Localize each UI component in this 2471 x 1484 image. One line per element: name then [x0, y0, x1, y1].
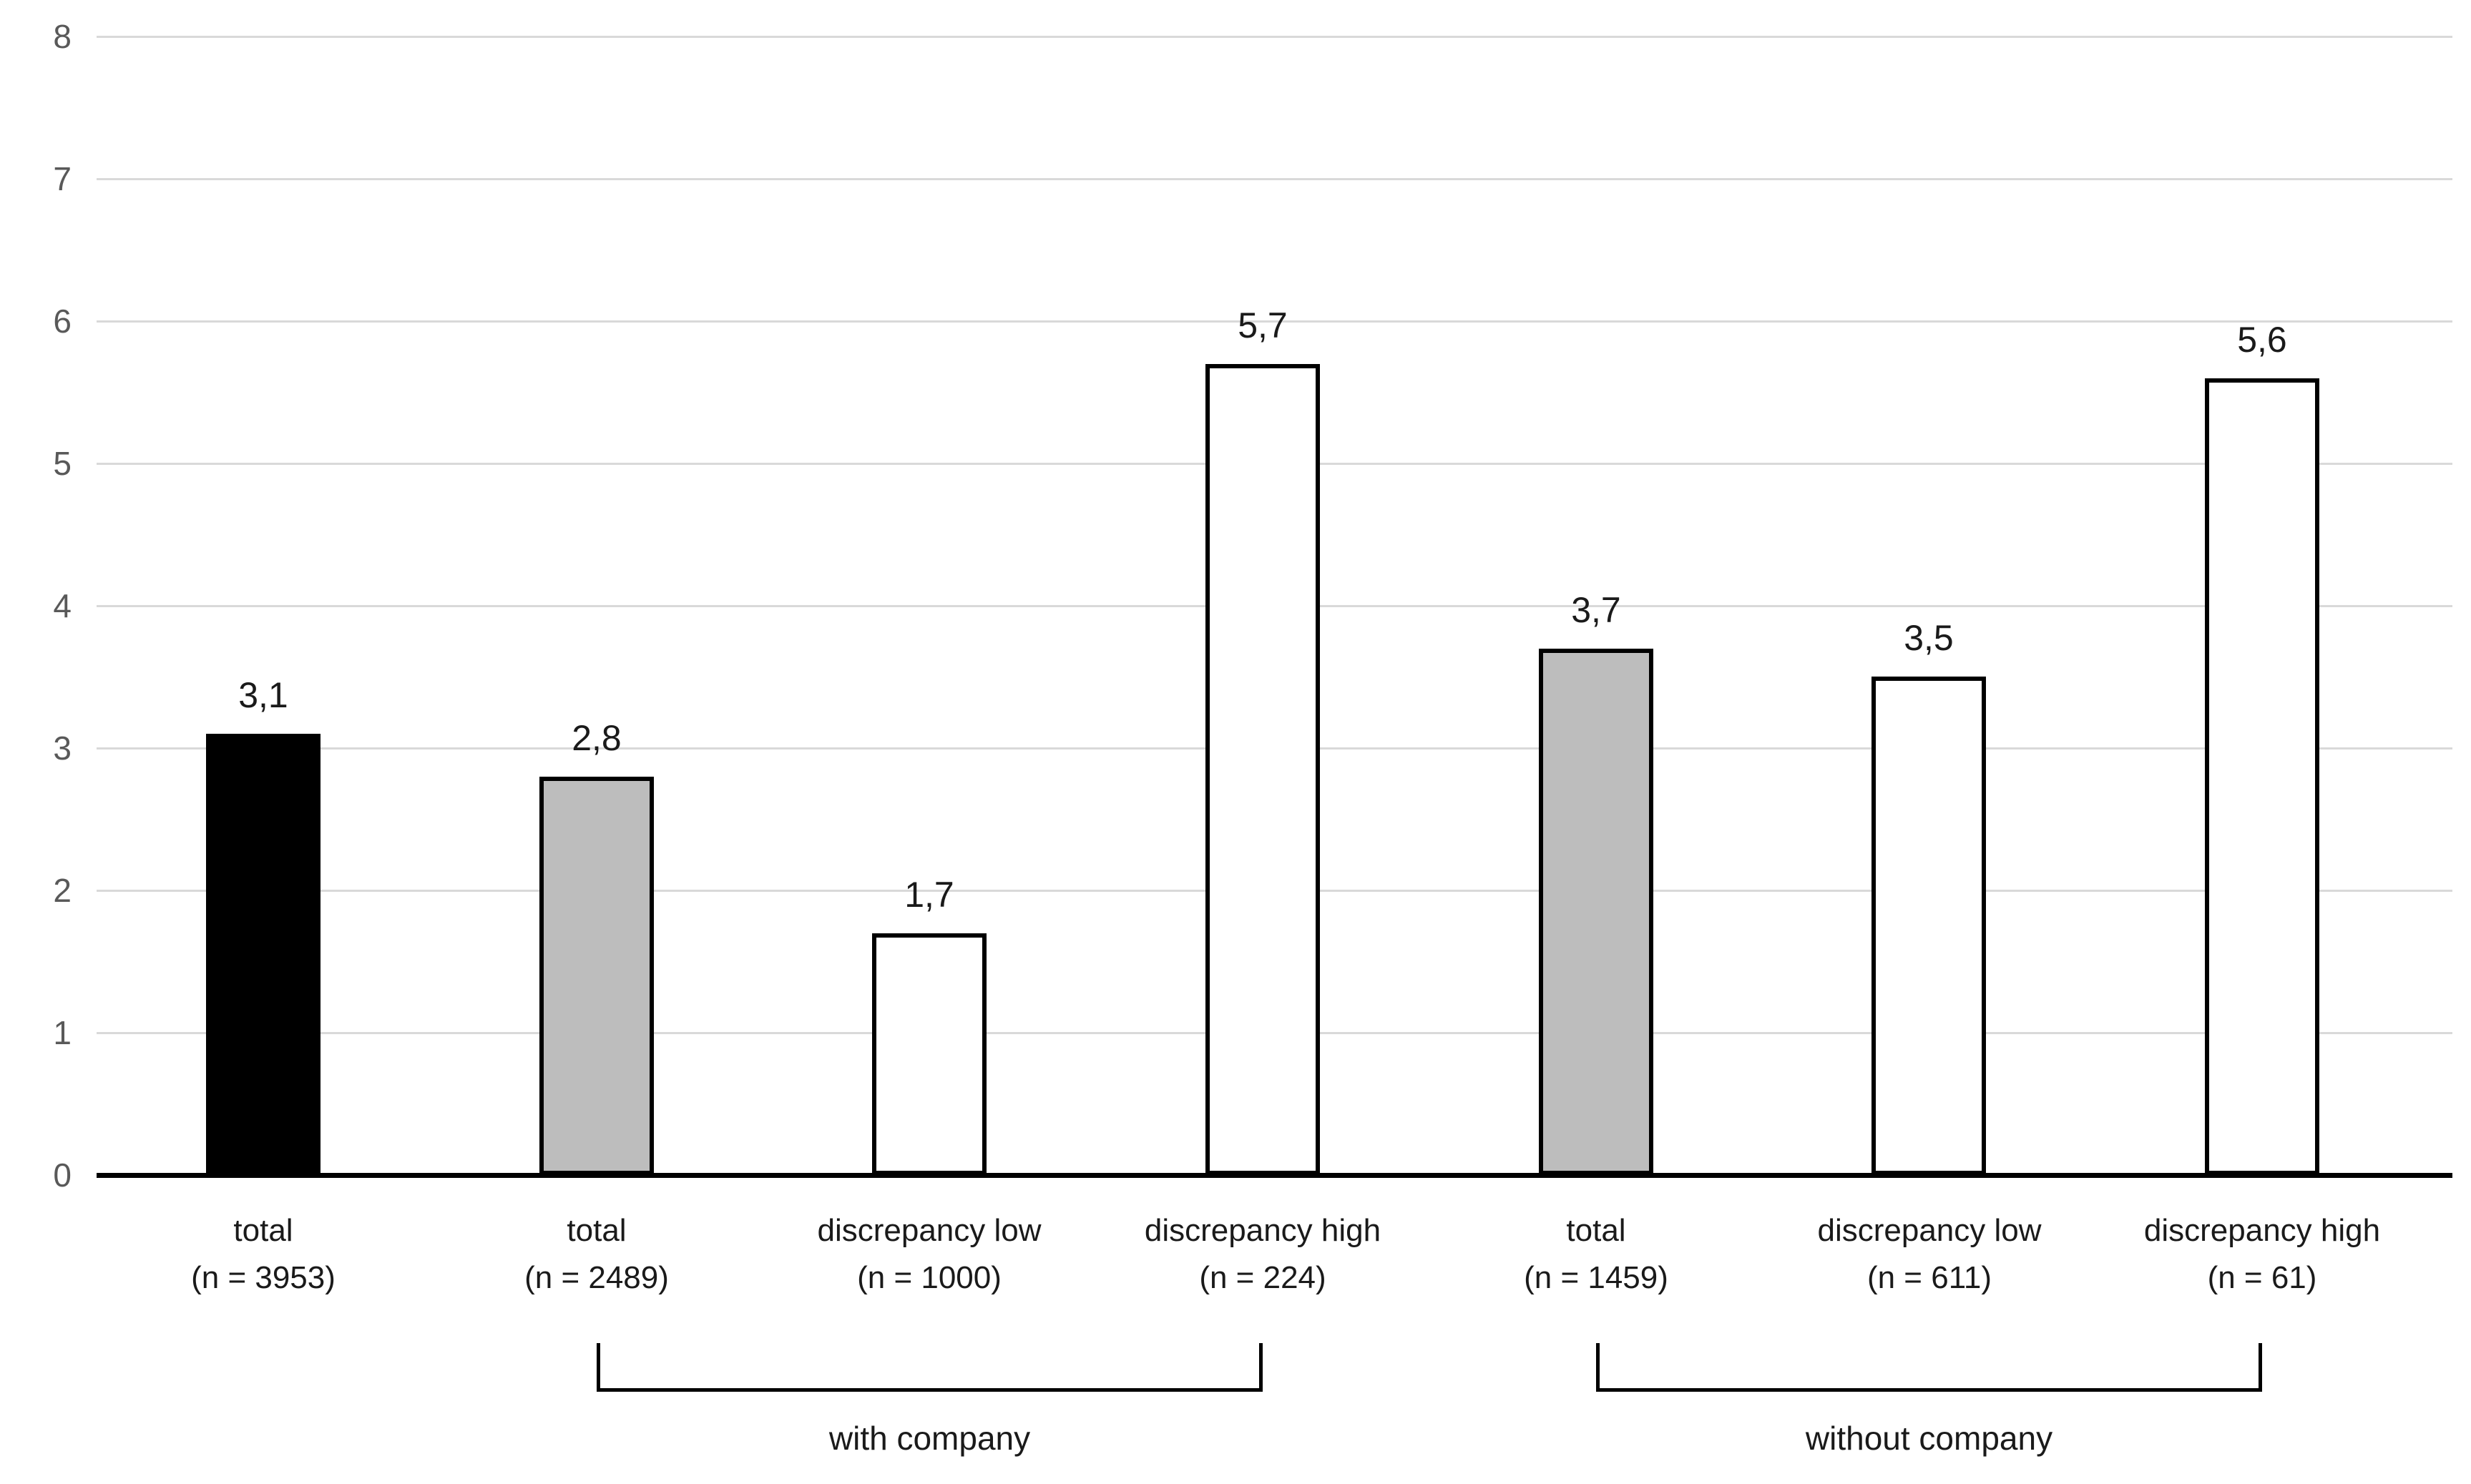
- y-axis-tick-label-2: 2: [53, 872, 72, 909]
- bar-total-0: [206, 734, 321, 1175]
- y-axis-tick-label-1: 1: [53, 1014, 72, 1051]
- category-label-total-1: total (n = 2489): [524, 1213, 669, 1295]
- bar-value-label-total-1: 2,8: [572, 718, 622, 758]
- gridline-6: [97, 320, 2452, 323]
- bar-value-label-total-0: 3,1: [238, 675, 288, 715]
- gridline-7: [97, 178, 2452, 180]
- bar-value-label-discrepancy-high-6: 5,6: [2237, 320, 2287, 360]
- y-axis-tick-label-5: 5: [53, 445, 72, 482]
- category-label-discrepancy-low-2: discrepancy low (n = 1000): [817, 1213, 1042, 1295]
- group-bracket-with-company: [597, 1343, 1263, 1392]
- y-axis-tick-label-3: 3: [53, 729, 72, 767]
- group-label-without-company: without company: [1805, 1420, 2053, 1457]
- bar-total-4: [1539, 649, 1653, 1175]
- category-label-discrepancy-high-6: discrepancy high (n = 61): [2143, 1213, 2381, 1295]
- y-axis-tick-label-8: 8: [53, 18, 72, 55]
- category-label-discrepancy-high-3: discrepancy high (n = 224): [1144, 1213, 1381, 1295]
- bar-discrepancy-high-3: [1205, 364, 1320, 1175]
- x-axis-line: [97, 1173, 2452, 1178]
- bar-value-label-discrepancy-low-2: 1,7: [904, 875, 954, 915]
- y-axis-tick-label-7: 7: [53, 160, 72, 197]
- gridline-8: [97, 36, 2452, 38]
- y-axis-tick-label-6: 6: [53, 303, 72, 340]
- category-label-discrepancy-low-5: discrepancy low (n = 611): [1817, 1213, 2042, 1295]
- bar-value-label-discrepancy-low-5: 3,5: [1904, 618, 1954, 658]
- bar-discrepancy-high-6: [2205, 378, 2319, 1175]
- bar-discrepancy-low-5: [1871, 677, 1986, 1175]
- category-label-total-0: total (n = 3953): [191, 1213, 336, 1295]
- category-label-total-4: total (n = 1459): [1524, 1213, 1668, 1295]
- bar-discrepancy-low-2: [872, 933, 987, 1175]
- bar-value-label-total-4: 3,7: [1571, 590, 1621, 630]
- group-label-with-company: with company: [828, 1420, 1031, 1457]
- y-axis-tick-label-0: 0: [53, 1156, 72, 1194]
- bar-total-1: [539, 777, 654, 1175]
- group-bracket-without-company: [1596, 1343, 2262, 1392]
- y-axis-tick-label-4: 4: [53, 587, 72, 624]
- bar-value-label-discrepancy-high-3: 5,7: [1238, 305, 1288, 345]
